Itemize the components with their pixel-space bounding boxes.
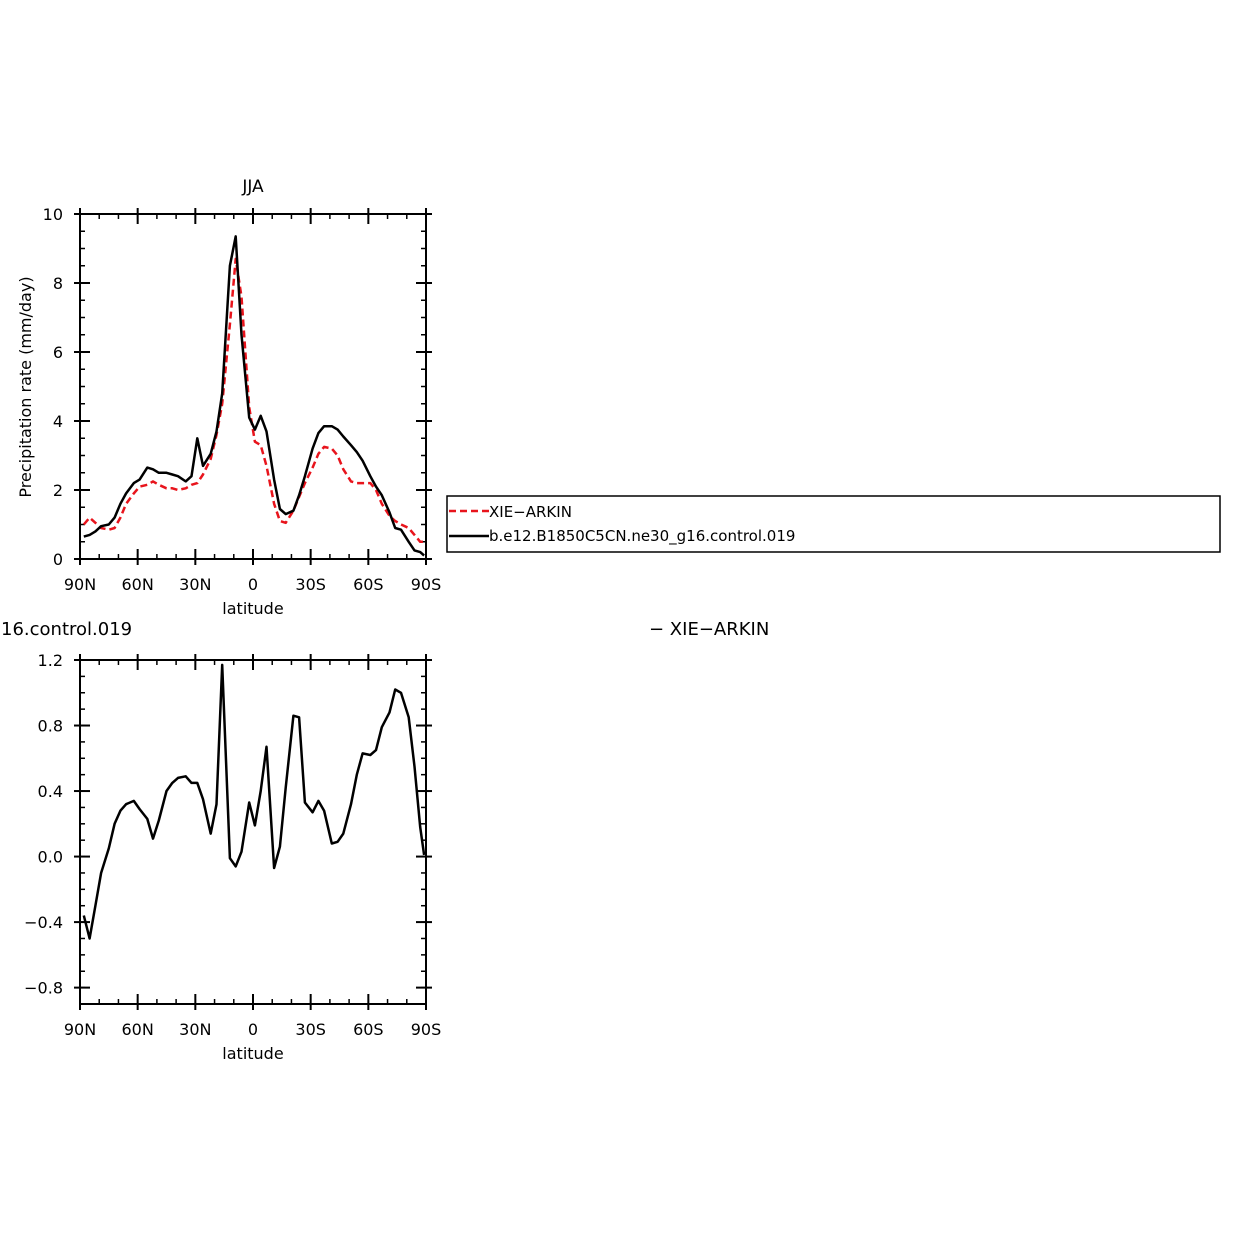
legend-label-model: b.e12.B1850C5CN.ne30_g16.control.019 [489, 527, 795, 546]
difference-panel: 16.control.019 − XIE−ARKIN 90N 60N 30N 0 30S… [0, 619, 769, 1063]
series-line-xie-arkin [82, 257, 425, 544]
x-tick-label: 90N [64, 575, 96, 594]
panel1-title: JJA [241, 177, 264, 197]
y-tick-label: −0.4 [24, 913, 63, 932]
y-tick-label: 0.4 [38, 782, 63, 801]
x-tick-label: 30N [179, 575, 211, 594]
panel2-ticks [74, 654, 432, 1010]
panel2-y-axis-label: Precipitation rate (mm/day) [0, 723, 17, 944]
series-line-model [83, 235, 425, 557]
series-line-model [82, 663, 426, 940]
panel2-x-tick-labels: 90N 60N 30N 0 30S 60S 90S [64, 1020, 441, 1039]
y-tick-label: 6 [53, 343, 63, 362]
x-tick-label: 60S [353, 1020, 384, 1039]
jja-precipitation-panel: JJA 90N 60N 30N 0 30S 60S 90S 0 2 4 6 8 10 latitude… [16, 177, 1221, 618]
x-tick-label: 60S [353, 575, 384, 594]
panel1-x-axis-label: latitude [222, 599, 283, 618]
y-tick-label: 10 [43, 205, 63, 224]
y-tick-label: 0.8 [38, 717, 63, 736]
y-tick-label: 1.2 [38, 651, 63, 670]
y-tick-label: 0 [53, 550, 63, 569]
panel1-x-tick-labels: 90N 60N 30N 0 30S 60S 90S [64, 575, 441, 594]
panel1-series-group [82, 235, 425, 557]
x-tick-label: 90S [411, 1020, 442, 1039]
y-tick-label: 8 [53, 274, 63, 293]
panel2-x-axis-label: latitude [222, 1044, 283, 1063]
x-tick-label: 90N [64, 1020, 96, 1039]
panel2-title-left: 16.control.019 [1, 619, 132, 640]
panel1-plot-frame [79, 213, 427, 560]
panel2-series-group [82, 663, 426, 940]
y-tick-label: 2 [53, 481, 63, 500]
x-tick-label: 60N [122, 1020, 154, 1039]
panel2-title-right: − XIE−ARKIN [649, 619, 769, 640]
panel1-y-tick-labels: 0 2 4 6 8 10 [43, 205, 63, 569]
panel1-ticks [74, 208, 432, 565]
x-tick-label: 0 [248, 575, 258, 594]
x-tick-label: 30S [295, 1020, 326, 1039]
y-tick-label: 0.0 [38, 848, 63, 867]
x-tick-label: 0 [248, 1020, 258, 1039]
panel2-plot-frame [79, 659, 427, 1005]
x-tick-label: 30S [295, 575, 326, 594]
panel1-y-axis-label: Precipitation rate (mm/day) [16, 276, 35, 497]
x-tick-label: 30N [179, 1020, 211, 1039]
x-tick-label: 60N [122, 575, 154, 594]
legend: XIE−ARKIN b.e12.B1850C5CN.ne30_g16.contr… [446, 495, 1221, 553]
legend-label-xie-arkin: XIE−ARKIN [489, 503, 572, 521]
y-tick-label: −0.8 [24, 979, 63, 998]
legend-box [446, 495, 1221, 553]
x-tick-label: 90S [411, 575, 442, 594]
y-tick-label: 4 [53, 412, 63, 431]
panel2-y-tick-labels: −0.8 −0.4 0.0 0.4 0.8 1.2 [24, 651, 63, 998]
